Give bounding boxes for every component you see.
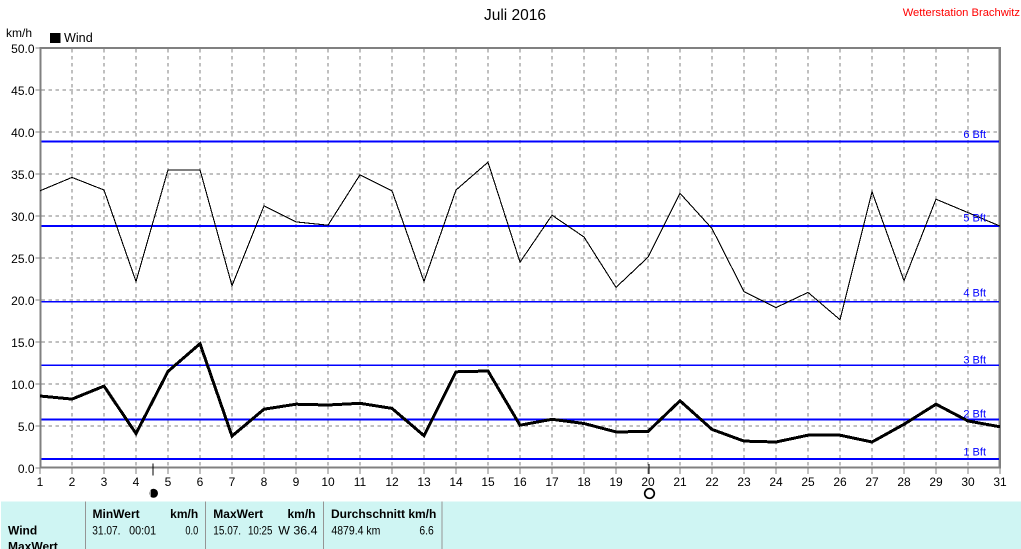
svg-text:10: 10 [321,475,335,489]
svg-text:40.0: 40.0 [11,126,35,140]
svg-text:30: 30 [961,475,975,489]
svg-text:50.0: 50.0 [11,42,35,56]
svg-text:6.6: 6.6 [419,523,434,537]
svg-text:20: 20 [641,475,655,489]
svg-text:19: 19 [609,475,623,489]
svg-text:km/h: km/h [287,507,315,521]
svg-text:15: 15 [481,475,495,489]
svg-text:MaxWert: MaxWert [213,507,263,521]
svg-text:15.0: 15.0 [11,336,35,350]
svg-text:10:25: 10:25 [248,523,273,537]
svg-text:20.0: 20.0 [11,294,35,308]
svg-text:35.0: 35.0 [11,168,35,182]
svg-text:Wind: Wind [64,31,93,45]
svg-text:12: 12 [385,475,399,489]
svg-text:6 Bft: 6 Bft [963,129,986,141]
svg-text:0.0: 0.0 [185,523,198,537]
svg-text:Durchschnitt km/h: Durchschnitt km/h [331,507,436,521]
svg-text:4879.4 km: 4879.4 km [331,523,380,537]
svg-text:15.07.: 15.07. [213,523,241,537]
svg-text:25: 25 [801,475,815,489]
svg-text:23: 23 [737,475,751,489]
svg-text:27: 27 [865,475,879,489]
svg-text:3: 3 [101,475,108,489]
svg-text:16: 16 [513,475,527,489]
svg-text:2: 2 [69,475,76,489]
svg-text:W 36.4: W 36.4 [278,523,318,537]
svg-text:4 Bft: 4 Bft [963,288,986,300]
svg-text:MinWert: MinWert [93,507,140,521]
svg-text:2 Bft: 2 Bft [963,409,986,421]
svg-text:6: 6 [197,475,204,489]
svg-text:0.0: 0.0 [18,462,35,476]
svg-text:8: 8 [261,475,268,489]
svg-text:17: 17 [545,475,559,489]
svg-text:28: 28 [897,475,911,489]
svg-text:5 Bft: 5 Bft [963,213,986,225]
svg-text:14: 14 [449,475,463,489]
svg-text:45.0: 45.0 [11,84,35,98]
svg-text:4: 4 [133,475,140,489]
svg-text:22: 22 [705,475,719,489]
svg-text:Wind: Wind [8,523,37,537]
svg-text:24: 24 [769,475,783,489]
svg-text:18: 18 [577,475,591,489]
svg-text:21: 21 [673,475,687,489]
svg-text:km/h: km/h [170,507,198,521]
svg-text:5: 5 [165,475,172,489]
svg-text:km/h: km/h [6,26,32,40]
svg-text:29: 29 [929,475,943,489]
svg-text:00:01: 00:01 [129,523,156,537]
svg-text:7: 7 [229,475,236,489]
svg-text:31: 31 [993,475,1007,489]
svg-text:MaxWert: MaxWert [8,539,58,549]
svg-text:3 Bft: 3 Bft [963,355,986,367]
svg-text:31.07.: 31.07. [92,523,120,537]
svg-text:1 Bft: 1 Bft [963,447,986,459]
svg-text:13: 13 [417,475,431,489]
svg-text:25.0: 25.0 [11,252,35,266]
svg-text:1: 1 [37,475,44,489]
svg-text:26: 26 [833,475,847,489]
svg-text:5.0: 5.0 [18,420,35,434]
svg-text:9: 9 [293,475,300,489]
svg-text:30.0: 30.0 [11,210,35,224]
svg-text:10.0: 10.0 [11,378,35,392]
svg-text:Wetterstation Brachwitz: Wetterstation Brachwitz [903,7,1021,19]
svg-text:11: 11 [354,475,367,489]
svg-text:Juli 2016: Juli 2016 [484,7,546,24]
